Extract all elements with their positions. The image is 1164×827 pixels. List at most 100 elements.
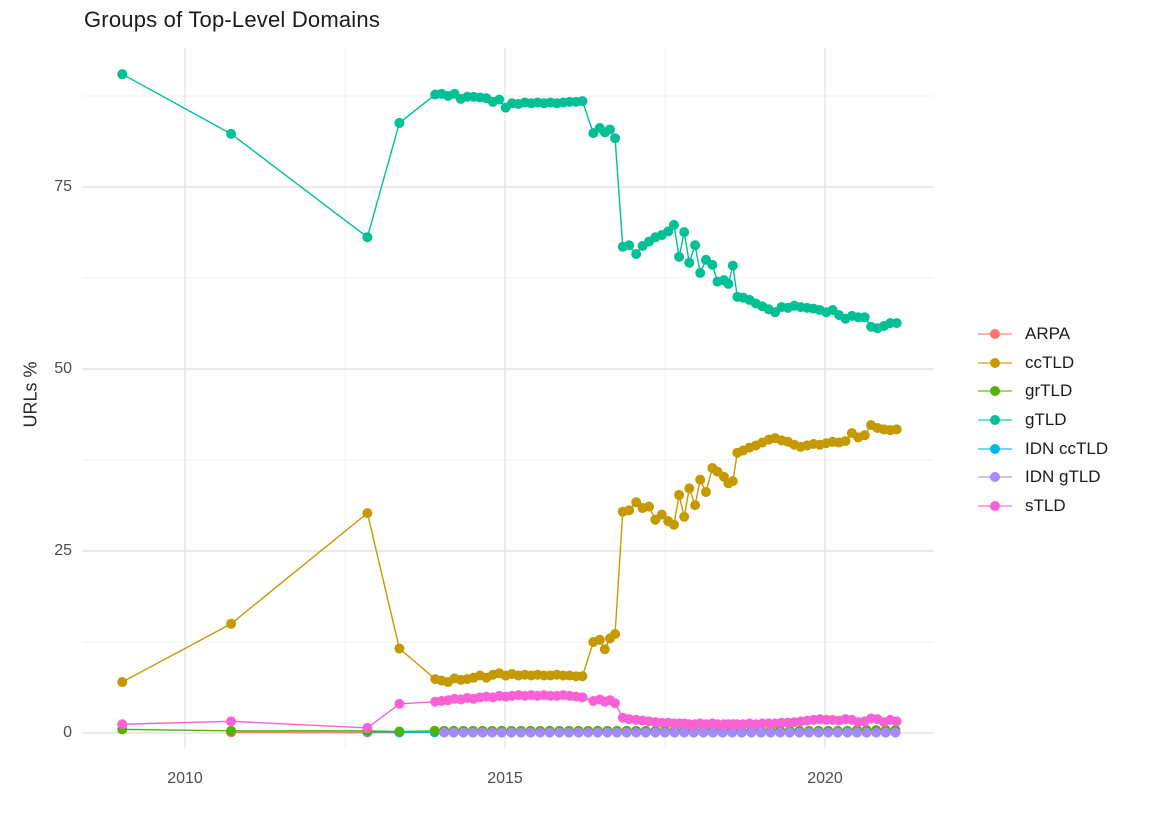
series-point-cctld (840, 436, 851, 447)
series-point-gtld (226, 128, 237, 139)
series-point-idn-gtld (871, 727, 882, 738)
series-point-idn-gtld (650, 727, 661, 738)
legend-key-gtld (978, 413, 1012, 427)
series-point-gtld (674, 251, 685, 262)
series-point-idn-gtld (756, 727, 766, 738)
legend-item-idn-cctld: IDN ccTLD (978, 434, 1108, 463)
series-point-cctld (700, 487, 711, 498)
series-point-stld (117, 719, 128, 730)
series-point-gtld (723, 278, 734, 289)
series-point-gtld (690, 240, 701, 251)
series-line-cctld (121, 424, 897, 683)
series-point-idn-gtld (727, 727, 738, 738)
series-point-idn-gtld (506, 727, 517, 738)
series-point-gtld (631, 248, 642, 259)
series-point-idn-gtld (842, 727, 853, 738)
series-point-gtld (727, 260, 738, 271)
series-point-grtld (429, 725, 440, 736)
series-point-gtld (695, 267, 706, 278)
series-point-gtld (679, 227, 690, 238)
series-point-idn-gtld (477, 727, 488, 738)
series-point-idn-gtld (765, 727, 776, 738)
series-point-idn-gtld (688, 727, 699, 738)
series-point-idn-gtld (573, 727, 584, 738)
series-point-idn-gtld (708, 727, 718, 738)
series-point-idn-gtld (698, 727, 709, 738)
series-point-gtld (610, 133, 621, 144)
y-tick-75: 75 (54, 178, 72, 195)
y-tick-25: 25 (54, 542, 72, 559)
legend-label-idn-cctld: IDN ccTLD (1025, 438, 1109, 458)
legend: ARPA ccTLD grTLD gTLD IDN ccTLD IDN gTLD… (978, 320, 1108, 520)
series-point-gtld (117, 69, 128, 80)
series-point-cctld (674, 489, 685, 500)
series-point-cctld (690, 500, 701, 511)
legend-key-cctld (978, 356, 1012, 370)
series-point-idn-gtld (602, 727, 613, 738)
series-point-idn-gtld (487, 727, 498, 738)
series-point-gtld (624, 240, 635, 251)
series-point-idn-gtld (852, 727, 862, 738)
series-point-gtld (707, 259, 718, 270)
series-point-stld (362, 722, 373, 733)
series-point-stld (610, 698, 621, 709)
series-point-cctld (594, 634, 605, 645)
series-point-gtld (494, 94, 505, 105)
series-point-cctld (624, 505, 635, 516)
series-point-grtld (394, 726, 405, 737)
series-point-grtld (226, 725, 237, 736)
series-point-gtld (859, 312, 870, 323)
series-point-idn-gtld (832, 727, 843, 738)
series-point-stld (226, 716, 237, 727)
series-point-gtld (663, 226, 674, 237)
x-tick-2020: 2020 (807, 770, 843, 787)
series-point-idn-gtld (496, 727, 507, 738)
series-point-idn-gtld (775, 727, 786, 738)
series-point-gtld (362, 232, 373, 243)
legend-key-grtld (978, 384, 1012, 398)
series-point-idn-gtld (544, 727, 555, 738)
legend-key-idn-gtld (978, 470, 1012, 484)
y-axis-label: URLs % (20, 361, 41, 428)
series-point-gtld (394, 117, 405, 128)
series-point-cctld (117, 677, 128, 688)
series-point-idn-gtld (861, 727, 872, 738)
series-point-idn-gtld (554, 727, 565, 738)
series-point-idn-gtld (564, 727, 574, 738)
series-point-idn-gtld (516, 727, 526, 738)
series-point-idn-gtld (736, 727, 747, 738)
legend-key-idn-cctld (978, 442, 1012, 456)
series-point-stld (577, 692, 588, 703)
series-point-cctld (599, 644, 610, 655)
series-point-idn-gtld (583, 727, 594, 738)
legend-key-stld (978, 499, 1012, 513)
series-point-gtld (604, 124, 615, 135)
series-point-idn-gtld (631, 727, 642, 738)
series-point-idn-gtld (784, 727, 795, 738)
legend-item-grtld: grTLD (978, 377, 1108, 406)
series-point-idn-gtld (660, 727, 670, 738)
legend-label-gtld: gTLD (1025, 410, 1067, 430)
series-point-idn-gtld (458, 727, 469, 738)
series-point-idn-gtld (525, 727, 536, 738)
series-point-idn-gtld (679, 727, 690, 738)
series-point-idn-gtld (468, 727, 478, 738)
series-point-cctld (695, 474, 706, 485)
series-point-cctld (631, 497, 642, 508)
legend-item-cctld: ccTLD (978, 349, 1108, 378)
series-point-cctld (644, 501, 654, 512)
series-point-idn-gtld (612, 727, 622, 738)
series-point-idn-gtld (823, 727, 834, 738)
series-point-cctld (891, 424, 902, 435)
legend-item-stld: sTLD (978, 492, 1108, 521)
legend-item-idn-gtld: IDN gTLD (978, 463, 1108, 492)
legend-label-stld: sTLD (1025, 495, 1066, 515)
series-point-cctld (577, 671, 588, 682)
legend-label-cctld: ccTLD (1025, 352, 1075, 372)
series-line-gtld (121, 73, 897, 329)
x-tick-2010: 2010 (167, 770, 203, 787)
series-point-idn-gtld (448, 727, 459, 738)
series-point-cctld (610, 628, 621, 639)
x-tick-2015: 2015 (487, 770, 523, 787)
series-point-cctld (226, 618, 237, 629)
